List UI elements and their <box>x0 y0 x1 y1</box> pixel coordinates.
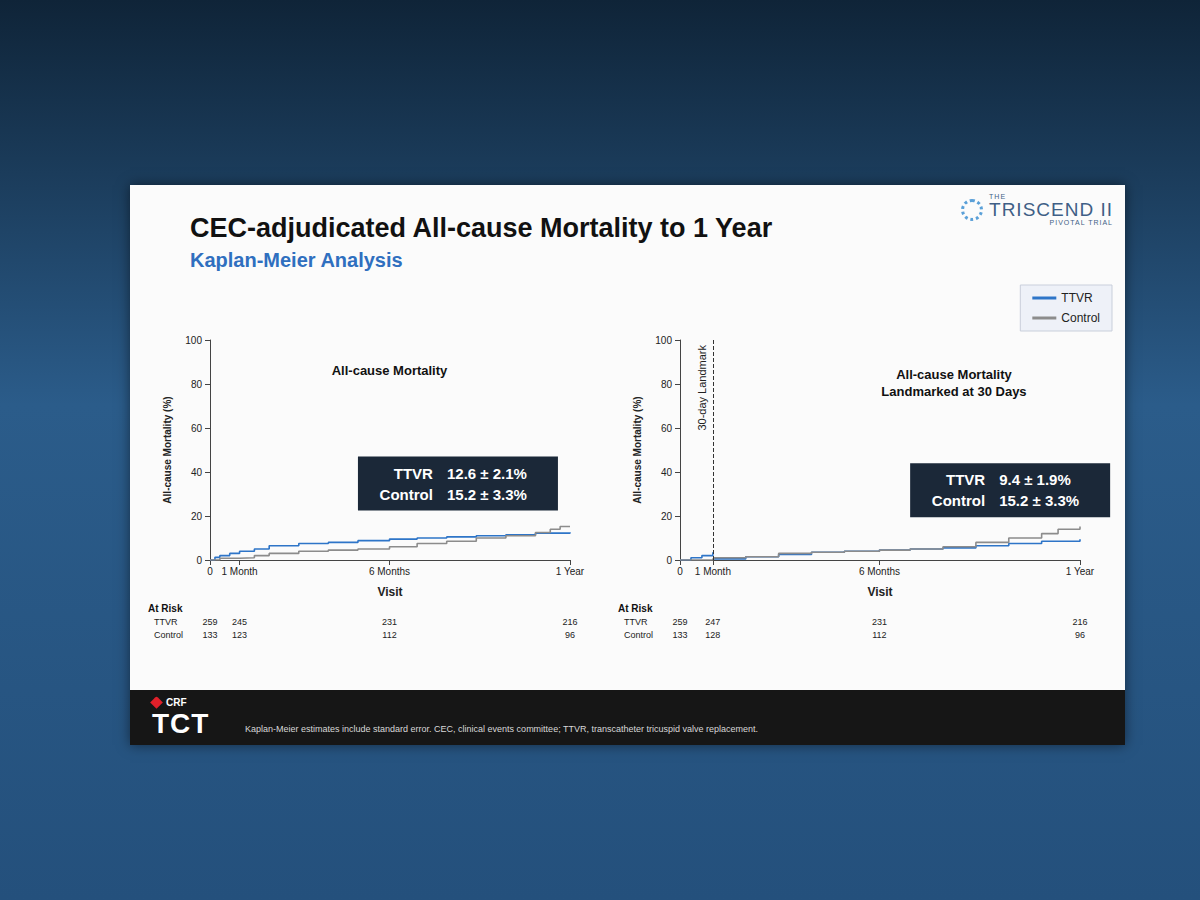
svg-text:216: 216 <box>1072 617 1087 627</box>
svg-text:231: 231 <box>382 617 397 627</box>
svg-text:40: 40 <box>191 467 203 478</box>
html-text:TRISCEND II: TRISCEND II <box>989 199 1113 220</box>
html-text:Kaplan-Meier Analysis: Kaplan-Meier Analysis <box>190 249 403 271</box>
svg-text:At Risk: At Risk <box>618 603 653 614</box>
svg-text:TTVR: TTVR <box>154 617 178 627</box>
svg-text:0: 0 <box>677 566 683 577</box>
svg-text:All-cause Mortality (%): All-cause Mortality (%) <box>162 396 173 503</box>
html-text:PIVOTAL TRIAL: PIVOTAL TRIAL <box>1049 219 1113 226</box>
svg-text:259: 259 <box>202 617 217 627</box>
svg-text:80: 80 <box>661 379 673 390</box>
svg-text:133: 133 <box>202 630 217 640</box>
svg-text:Control: Control <box>932 492 985 509</box>
svg-text:TTVR: TTVR <box>624 617 648 627</box>
svg-text:Control: Control <box>380 486 433 503</box>
svg-text:128: 128 <box>705 630 720 640</box>
html-text:THE: THE <box>989 193 1006 200</box>
html-text:CEC-adjudicated All-cause Mort: CEC-adjudicated All-cause Mortality to 1… <box>190 213 773 243</box>
svg-text:1 Month: 1 Month <box>222 566 258 577</box>
svg-text:96: 96 <box>1075 630 1085 640</box>
svg-text:Visit: Visit <box>867 585 892 599</box>
svg-text:112: 112 <box>382 630 396 640</box>
svg-text:12.6 ± 2.1%: 12.6 ± 2.1% <box>447 465 527 482</box>
svg-text:1 Year: 1 Year <box>556 566 585 577</box>
svg-text:133: 133 <box>672 630 687 640</box>
svg-text:Control: Control <box>1061 311 1100 325</box>
svg-text:40: 40 <box>661 467 673 478</box>
svg-text:100: 100 <box>185 335 202 346</box>
svg-text:96: 96 <box>565 630 575 640</box>
svg-text:1 Year: 1 Year <box>1066 566 1095 577</box>
svg-text:Control: Control <box>624 630 653 640</box>
svg-text:All-cause Mortality: All-cause Mortality <box>896 367 1012 382</box>
svg-text:0: 0 <box>207 566 213 577</box>
svg-text:231: 231 <box>872 617 887 627</box>
svg-text:Landmarked at 30 Days: Landmarked at 30 Days <box>881 384 1026 399</box>
svg-text:All-cause Mortality: All-cause Mortality <box>332 363 448 378</box>
svg-text:All-cause Mortality (%): All-cause Mortality (%) <box>632 396 643 503</box>
html-text:Kaplan-Meier estimates include: Kaplan-Meier estimates include standard … <box>245 724 759 734</box>
svg-text:15.2 ± 3.3%: 15.2 ± 3.3% <box>447 486 527 503</box>
svg-text:TTVR: TTVR <box>1061 291 1093 305</box>
svg-text:0: 0 <box>666 555 672 566</box>
svg-text:Control: Control <box>154 630 183 640</box>
svg-text:20: 20 <box>191 511 203 522</box>
svg-text:259: 259 <box>672 617 687 627</box>
svg-text:216: 216 <box>562 617 577 627</box>
svg-text:123: 123 <box>232 630 247 640</box>
svg-text:60: 60 <box>191 423 203 434</box>
svg-text:100: 100 <box>655 335 672 346</box>
svg-text:TTVR: TTVR <box>946 471 985 488</box>
svg-text:1 Month: 1 Month <box>695 566 731 577</box>
svg-text:9.4 ± 1.9%: 9.4 ± 1.9% <box>999 471 1071 488</box>
svg-text:80: 80 <box>191 379 203 390</box>
svg-text:0: 0 <box>196 555 202 566</box>
svg-text:30-day Landmark: 30-day Landmark <box>696 345 708 431</box>
svg-text:20: 20 <box>661 511 673 522</box>
svg-text:At Risk: At Risk <box>148 603 183 614</box>
svg-text:15.2 ± 3.3%: 15.2 ± 3.3% <box>999 492 1079 509</box>
svg-text:245: 245 <box>232 617 247 627</box>
svg-text:112: 112 <box>872 630 886 640</box>
html-text:CRF: CRF <box>166 697 187 708</box>
html-text:TCT: TCT <box>152 708 210 739</box>
svg-text:6 Months: 6 Months <box>859 566 900 577</box>
svg-text:6 Months: 6 Months <box>369 566 410 577</box>
svg-text:Visit: Visit <box>377 585 402 599</box>
svg-text:247: 247 <box>705 617 720 627</box>
svg-text:60: 60 <box>661 423 673 434</box>
svg-text:TTVR: TTVR <box>394 465 433 482</box>
